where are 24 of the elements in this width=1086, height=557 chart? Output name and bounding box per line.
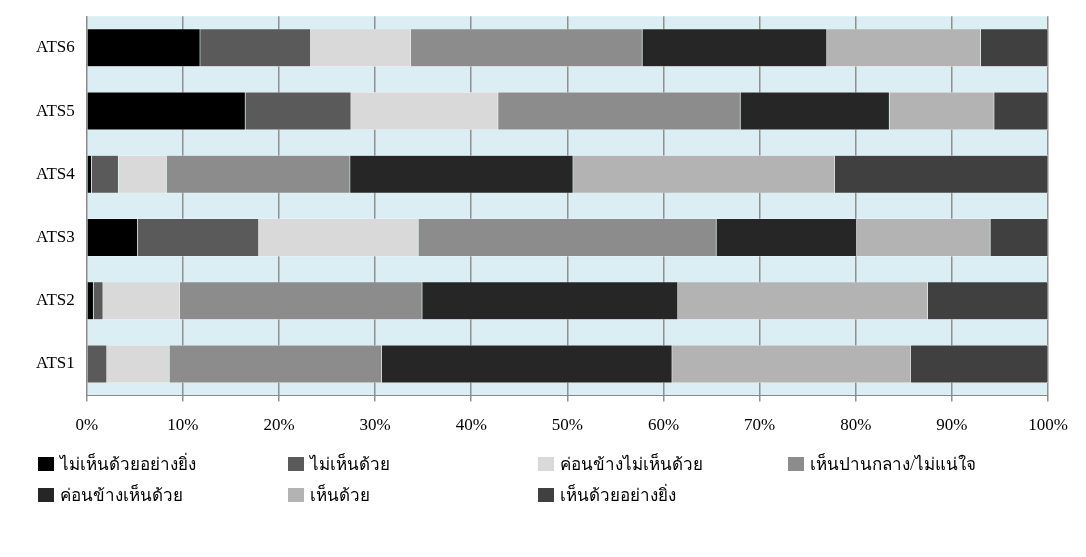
y-tick-label: ATS6 bbox=[36, 37, 75, 57]
y-tick-label: ATS3 bbox=[36, 226, 75, 246]
legend-label: เห็นปานกลาง/ไม่แน่ใจ bbox=[810, 452, 976, 476]
x-tick-label: 80% bbox=[840, 415, 872, 435]
legend-label: ค่อนข้างไม่เห็นด้วย bbox=[560, 452, 703, 476]
y-tick-label: ATS1 bbox=[36, 353, 75, 373]
y-tick-label: ATS5 bbox=[36, 100, 75, 120]
legend-label: เห็นด้วยอย่างยิ่ง bbox=[560, 482, 676, 507]
x-tick-label: 40% bbox=[455, 415, 487, 435]
x-tick-label: 10% bbox=[167, 415, 199, 435]
y-tick-label: ATS2 bbox=[36, 290, 75, 310]
x-tick-label: 20% bbox=[263, 415, 295, 435]
legend-label: ไม่เห็นด้วย bbox=[310, 452, 390, 476]
x-tick-label: 70% bbox=[744, 415, 776, 435]
x-tick-label: 100% bbox=[1028, 415, 1068, 435]
x-tick-label: 60% bbox=[647, 415, 680, 435]
legend-label: เห็นด้วย bbox=[310, 483, 370, 507]
x-tick-label: 0% bbox=[75, 415, 99, 435]
legend-label: ไม่เห็นด้วยอย่างยิ่ง bbox=[60, 451, 196, 476]
x-tick-label: 90% bbox=[936, 415, 968, 435]
x-tick-label: 50% bbox=[551, 415, 583, 435]
legend-label: ค่อนข้างเห็นด้วย bbox=[60, 483, 183, 507]
y-tick-label: ATS4 bbox=[36, 163, 76, 183]
x-tick-label: 30% bbox=[359, 415, 391, 435]
